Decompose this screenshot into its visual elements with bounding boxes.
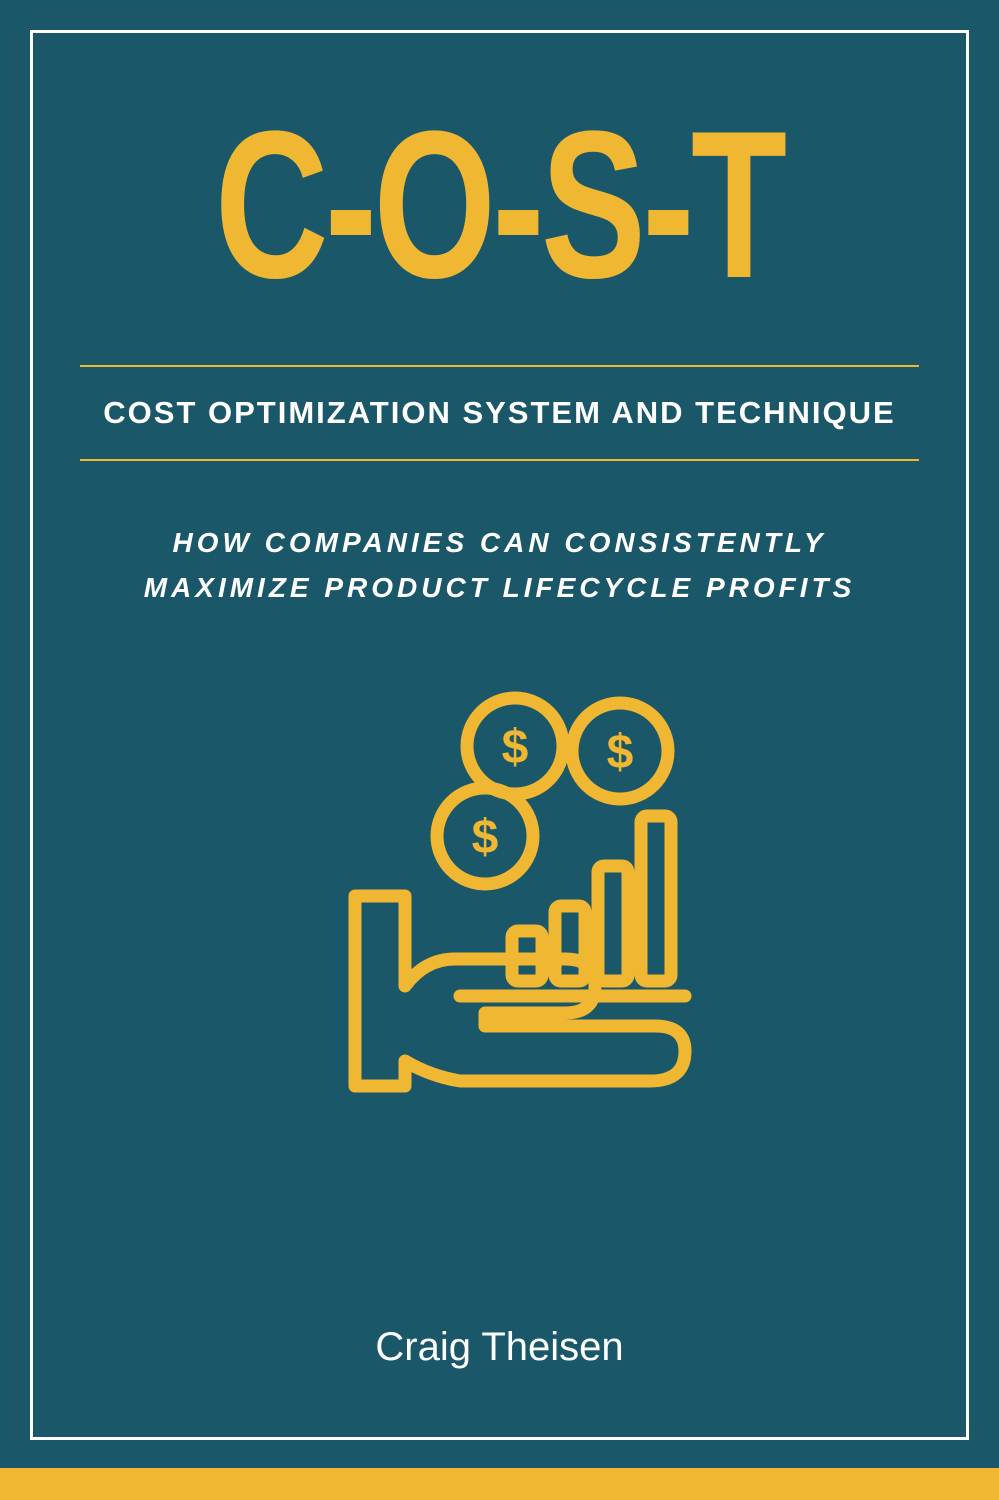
divider-top: [80, 365, 919, 367]
divider-bottom: [80, 459, 919, 461]
tagline-line-2: MAXIMIZE PRODUCT LIFECYCLE PROFITS: [144, 572, 856, 603]
subtitle: COST OPTIMIZATION SYSTEM AND TECHNIQUE: [103, 395, 895, 431]
main-title: C-O-S-T: [215, 100, 784, 310]
bottom-accent-bar: [0, 1468, 999, 1500]
tagline: HOW COMPANIES CAN CONSISTENTLY MAXIMIZE …: [124, 521, 876, 611]
svg-text:$: $: [501, 721, 528, 774]
author-name: Craig Theisen: [375, 1325, 623, 1370]
hand-chart-coins-icon: $ $ $: [260, 691, 740, 1131]
svg-text:$: $: [471, 811, 498, 864]
cover-content: C-O-S-T COST OPTIMIZATION SYSTEM AND TEC…: [30, 30, 969, 1440]
hero-icon-container: $ $ $: [260, 691, 740, 1131]
tagline-line-1: HOW COMPANIES CAN CONSISTENTLY: [172, 527, 826, 558]
svg-text:$: $: [606, 726, 633, 779]
